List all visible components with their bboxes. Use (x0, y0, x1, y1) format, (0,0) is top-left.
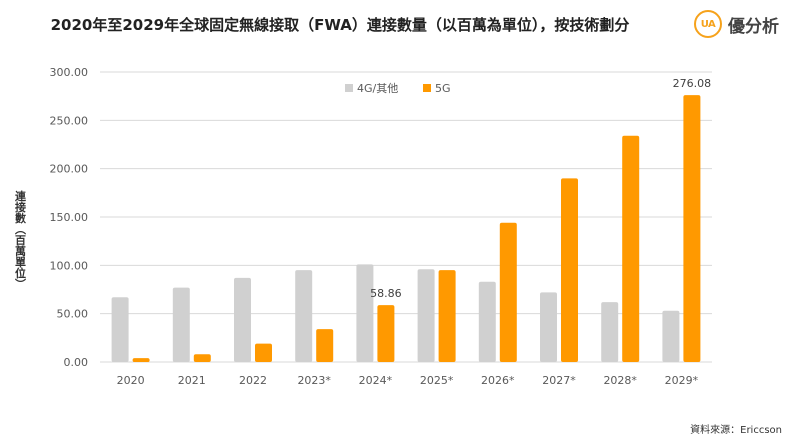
ua-logo-icon: UA (694, 10, 722, 38)
bar-4g-other (662, 310, 680, 362)
gridlines (100, 71, 712, 363)
data-label: 276.08 (673, 77, 712, 90)
x-tick-label: 2028* (603, 374, 637, 387)
brand-logo: UA 優分析 (694, 10, 779, 38)
y-axis-tick-labels: 0.00 50.00 100.00 150.00 200.00 250.00 300.00 (50, 66, 89, 369)
bar-5g (683, 95, 701, 362)
bar-4g-other (417, 269, 435, 362)
legend-label: 5G (435, 82, 451, 95)
legend-swatch (345, 84, 353, 92)
x-tick-label: 2022 (239, 374, 267, 387)
y-tick-label: 150.00 (50, 211, 89, 224)
chart-title: 2020年至2029年全球固定無線接取（FWA）連接數量（以百萬為單位），按技術… (50, 16, 630, 34)
x-tick-label: 2023* (297, 374, 331, 387)
bar-4g-other (172, 287, 190, 362)
data-label: 58.86 (370, 287, 402, 300)
data-labels: 58.86 276.08 (370, 77, 711, 300)
bar-5g (316, 329, 334, 362)
source-note: 資料來源：Ericcson (690, 425, 782, 436)
y-tick-label: 250.00 (50, 114, 89, 127)
bar-5g (132, 358, 150, 362)
y-tick-label: 200.00 (50, 163, 89, 176)
bar-4g-other (295, 270, 313, 362)
x-tick-label: 2021 (178, 374, 206, 387)
y-tick-label: 300.00 (50, 66, 89, 79)
bar-5g (255, 343, 272, 362)
bar-5g (499, 222, 517, 362)
y-tick-label: 100.00 (50, 259, 89, 272)
bar-5g (377, 305, 395, 362)
y-tick-label: 0.00 (64, 356, 89, 369)
bar-5g (561, 178, 578, 362)
legend-label: 4G/其他 (357, 82, 398, 95)
bar-4g-other (111, 297, 129, 362)
legend-swatch (423, 84, 431, 92)
bar-4g-other (234, 277, 251, 362)
bar-5g (193, 354, 211, 362)
x-tick-label: 2026* (481, 374, 515, 387)
x-tick-label: 2029* (665, 374, 699, 387)
bar-4g-other (356, 264, 374, 362)
x-axis-tick-labels: 2020 2021 2022 2023* 2024* 2025* 2026* 2027* 202… (117, 374, 699, 387)
x-tick-label: 2025* (420, 374, 454, 387)
bar-5g (438, 270, 456, 362)
x-tick-label: 2027* (542, 374, 576, 387)
legend: 4G/其他 5G (345, 82, 451, 95)
bar-series (111, 95, 701, 362)
brand-name: 優分析 (728, 16, 779, 37)
y-tick-label: 50.00 (57, 308, 89, 321)
bar-4g-other (478, 281, 496, 362)
bar-5g (622, 135, 640, 362)
bar-4g-other (601, 302, 619, 362)
bar-4g-other (540, 292, 557, 362)
y-axis-label: 連接數（百萬單位） (14, 189, 28, 289)
x-tick-label: 2024* (359, 374, 393, 387)
x-tick-label: 2020 (117, 374, 145, 387)
